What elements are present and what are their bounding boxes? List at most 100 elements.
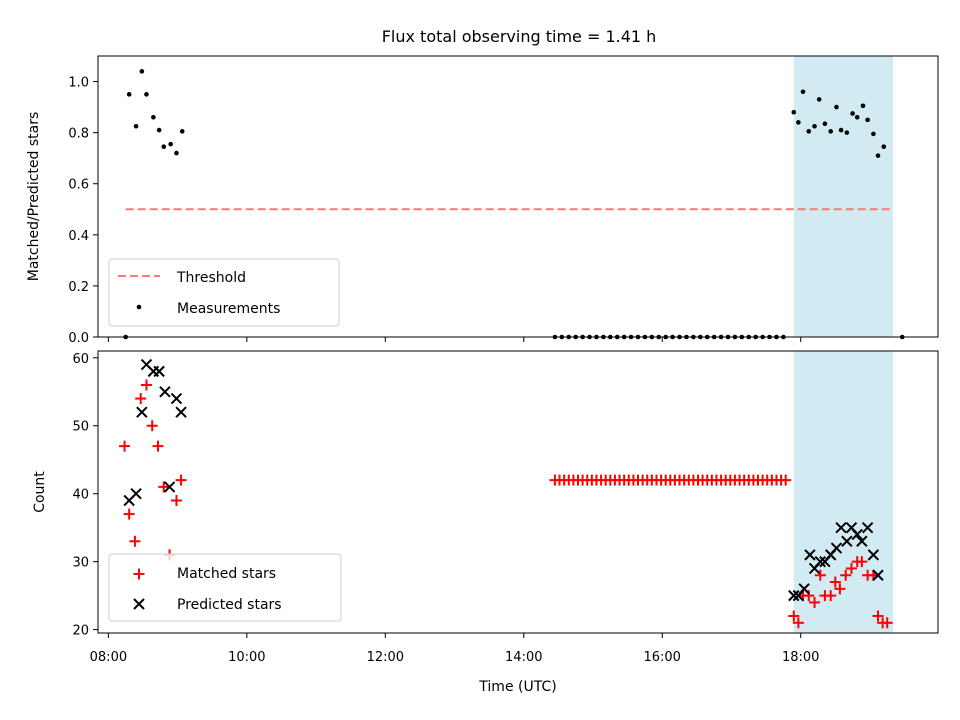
- measurement-point: [871, 131, 876, 137]
- count-panel: 20 30 40 50 60 08:00 10:00 12:00 14:00 16:00 18:00…: [32, 350, 939, 695]
- ratio-y-tick-label: 0.4: [68, 229, 89, 244]
- matched-star-point: [129, 535, 141, 547]
- legend-matched-swatch: [133, 568, 145, 580]
- x-tick-label: 16:00: [643, 650, 680, 665]
- ratio-axis-ticks: 0.0 0.2 0.4 0.6 0.8 1.0: [68, 76, 802, 346]
- measurement-point: [133, 123, 139, 129]
- matched-star-point: [158, 481, 170, 493]
- predicted-star-point: [175, 406, 187, 418]
- measurement-point: [860, 103, 866, 109]
- matched-star-point: [119, 440, 131, 452]
- measurement-point: [816, 97, 822, 102]
- count-axis-ticks: 20 30 40 50 60 08:00 10:00 12:00 14:00 16:00 18:00: [72, 352, 819, 665]
- measurement-point: [838, 127, 844, 133]
- matched-star-point: [792, 617, 804, 629]
- matched-star-point: [803, 590, 815, 602]
- measurement-point: [174, 150, 179, 156]
- legend-predicted-swatch: [133, 598, 145, 610]
- matched-star-point: [788, 610, 800, 622]
- matched-star-point: [135, 393, 147, 405]
- matched-star-point: [814, 569, 826, 581]
- measurement-point: [881, 144, 887, 149]
- measurement-point: [144, 92, 149, 97]
- matched-star-point: [872, 610, 884, 622]
- matched-star-point: [840, 569, 852, 581]
- ratio-y-tick-label: 0.8: [68, 127, 89, 142]
- count-y-tick-label: 20: [72, 624, 89, 639]
- predicted-star-point: [804, 549, 816, 561]
- ratio-y-tick-label: 1.0: [68, 76, 89, 91]
- count-y-tick-label: 40: [72, 488, 89, 503]
- predicted-star-point: [861, 521, 874, 534]
- predicted-star-point: [872, 569, 884, 581]
- predicted-star-point: [170, 392, 183, 405]
- predicted-star-point: [798, 583, 810, 595]
- measurement-point: [875, 153, 881, 158]
- predicted-star-point: [163, 481, 176, 493]
- measurement-point: [844, 130, 850, 135]
- matched-star-point: [834, 583, 846, 595]
- legend-predicted-marker: [133, 598, 145, 610]
- count-legend: Matched stars Predicted stars: [108, 553, 342, 622]
- count-y-tick-label: 50: [72, 420, 89, 435]
- measurement-point: [850, 111, 855, 116]
- matched-star-point: [825, 590, 837, 602]
- matched-star-point: [152, 440, 164, 452]
- legend-measurements-swatch: [136, 304, 142, 310]
- x-tick-label: 14:00: [505, 650, 542, 665]
- predicted-star-point: [835, 521, 847, 534]
- measurement-point: [796, 120, 801, 125]
- x-tick-label: 12:00: [367, 650, 404, 665]
- predicted-star-point: [851, 528, 863, 541]
- count-y-tick-label: 30: [72, 556, 89, 571]
- matched-star-point: [170, 494, 182, 506]
- measurement-point: [834, 104, 839, 110]
- measurement-point: [151, 115, 156, 120]
- measurement-point: [822, 121, 828, 126]
- predicted-star-point: [788, 589, 800, 602]
- measurement-point: [168, 141, 173, 147]
- x-tick-label: 10:00: [228, 650, 265, 665]
- measurement-point: [828, 129, 833, 134]
- ratio-y-tick-label: 0.2: [68, 280, 89, 295]
- predicted-star-point: [867, 549, 880, 561]
- x-tick-label: 08:00: [90, 650, 127, 665]
- matched-star-point: [146, 420, 158, 432]
- ratio-y-axis-label: Matched/Predicted stars: [26, 112, 42, 282]
- ratio-panel: 0.0 0.2 0.4 0.6 0.8 1.0 Matched/Predicted sta…: [26, 55, 939, 346]
- measurement-point: [806, 129, 812, 134]
- count-highlight-span: [793, 351, 893, 633]
- measurement-point: [139, 69, 145, 74]
- x-axis-label: Time (UTC): [478, 679, 556, 695]
- count-legend-box: [108, 553, 342, 622]
- measurement-point: [179, 129, 185, 134]
- ratio-y-tick-label: 0.0: [68, 331, 89, 346]
- count-y-axis-label: Count: [32, 471, 48, 513]
- measurement-point: [865, 117, 870, 123]
- matched-star-point: [780, 474, 792, 486]
- matched-star-point: [140, 379, 152, 391]
- matched-star-point: [809, 596, 821, 608]
- matched-star-point: [829, 576, 841, 588]
- predicted-star-point: [856, 535, 868, 547]
- ratio-highlight-span: [793, 56, 893, 337]
- count-panel-frame: [97, 350, 939, 634]
- count-y-tick-label: 60: [72, 352, 89, 367]
- measurement-point: [800, 89, 806, 95]
- ratio-panel-frame: [97, 55, 939, 338]
- predicted-star-point: [153, 365, 165, 378]
- predicted-star-point: [841, 535, 853, 547]
- legend-measurements-label: Measurements: [177, 301, 280, 317]
- measurement-point: [161, 144, 167, 149]
- count-points: [119, 358, 893, 629]
- matched-star-point: [881, 617, 893, 629]
- predicted-star-point: [159, 386, 171, 398]
- matched-star-point: [856, 556, 868, 568]
- matched-star-point: [175, 474, 187, 486]
- legend-predicted-label: Predicted stars: [177, 597, 282, 613]
- predicted-star-point: [130, 487, 142, 500]
- legend-threshold-label: Threshold: [176, 270, 246, 286]
- matched-star-point: [123, 508, 135, 520]
- measurement-point: [156, 127, 162, 133]
